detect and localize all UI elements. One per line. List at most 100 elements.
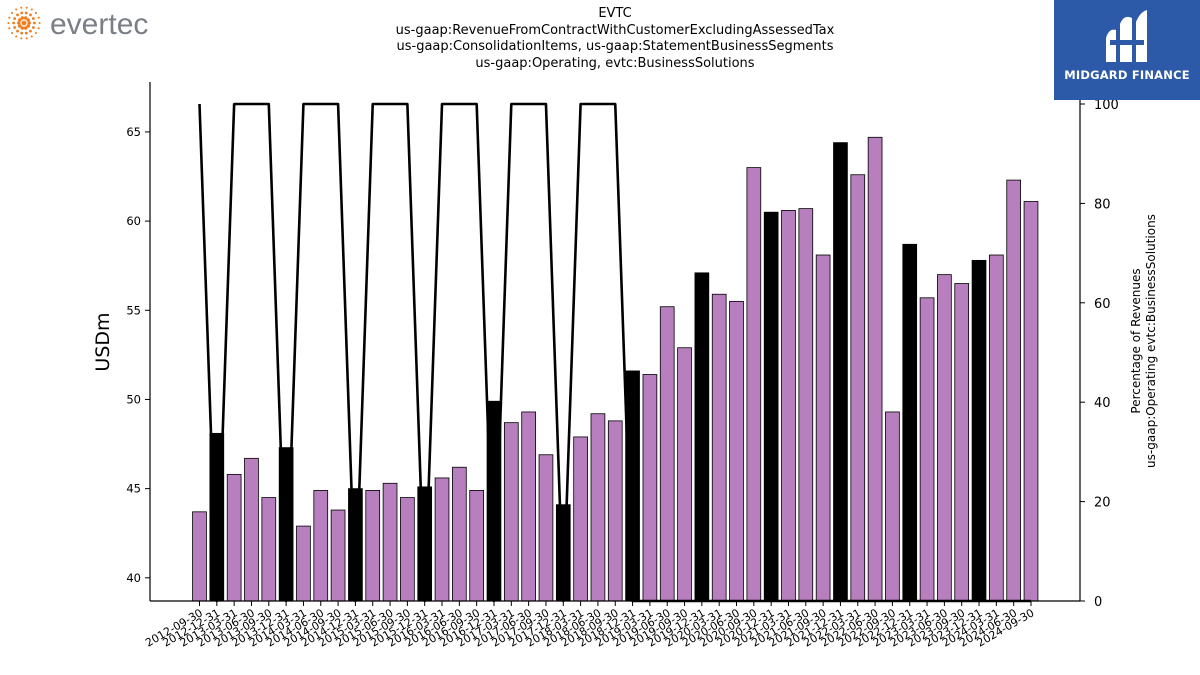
logo-dot: [37, 27, 40, 30]
logo-dot: [25, 37, 28, 40]
logo-dot: [11, 31, 14, 35]
evertec-logo-graphic: evertec: [7, 6, 148, 41]
bar-2022-03-31: [850, 174, 866, 602]
logo-dot: [31, 17, 35, 20]
chart-title-line-2: us-gaap:RevenueFromContractWithCustomerE…: [395, 22, 835, 38]
bar-2021-06-30: [798, 208, 814, 602]
bar-2014-06-30: [313, 490, 329, 602]
logo-dot: [34, 11, 37, 15]
bar-2020-06-30: [729, 300, 744, 602]
bar-2023-09-30: [954, 283, 970, 602]
bar-2016-09-30: [469, 490, 484, 602]
logo-dot: [20, 16, 25, 20]
logo-dot: [13, 17, 17, 20]
bar-2023-06-30: [937, 274, 952, 602]
y2-tick-label-20: 20: [1094, 496, 1111, 511]
bar-2024-03-31: [989, 254, 1004, 602]
logo-dot: [20, 37, 23, 40]
logo-dot: [25, 6, 28, 9]
logo-dot: [38, 21, 41, 25]
chart-title-line-4: us-gaap:Operating, evtc:BusinessSolution…: [475, 55, 755, 71]
logo-dot: [20, 26, 25, 30]
logo-dot: [29, 29, 32, 33]
logo-dot: [18, 18, 22, 22]
logo-dot: [30, 8, 33, 11]
logo-dot: [24, 11, 28, 15]
y2-tick-label-100: 100: [1094, 98, 1119, 113]
bar-2022-12-31: [902, 243, 918, 602]
bar-2023-12-31: [971, 259, 987, 602]
logo-dot: [31, 26, 35, 29]
y2-tick-label-40: 40: [1094, 396, 1111, 411]
logo-dot: [13, 26, 17, 29]
y-tick-label-50: 50: [126, 392, 141, 406]
bar-2024-06-30: [1006, 179, 1022, 602]
logo-dot: [8, 16, 11, 19]
logo-dot: [34, 31, 37, 35]
bar-2020-12-31: [763, 211, 779, 602]
bar-2018-06-30: [590, 413, 606, 602]
bar-2013-09-30: [261, 497, 277, 602]
bar-2018-09-30: [607, 420, 623, 602]
logo-dot: [30, 35, 33, 38]
logo-dot: [37, 16, 40, 19]
bar-2015-09-30: [400, 497, 415, 602]
logo-dot: [7, 21, 10, 25]
logo-dot-burst-icon: [7, 6, 41, 40]
y2-axis-label-line-2: us-gaap:Operating evtc:BusinessSolutions: [1144, 214, 1158, 468]
midgard-finance-logo: MIDGARD FINANCE: [1054, 0, 1200, 100]
bar-2017-09-30: [538, 454, 554, 602]
logo-dot: [20, 11, 24, 15]
logo-dot: [18, 24, 22, 28]
y2-tick-label-80: 80: [1094, 197, 1111, 212]
logo-dot: [11, 11, 14, 15]
chart-title-block: EVTC us-gaap:RevenueFromContractWithCust…: [300, 6, 930, 72]
logo-dot: [8, 27, 11, 30]
bar-2014-03-31: [296, 525, 311, 602]
chart-title-line-3: us-gaap:ConsolidationItems, us-gaap:Stat…: [396, 39, 834, 54]
bar-2019-12-31: [694, 272, 710, 602]
logo-dot: [29, 13, 32, 17]
logo-dot: [27, 21, 31, 25]
logo-dot: [20, 31, 24, 35]
bar-2019-09-30: [677, 347, 692, 602]
logo-dot: [26, 18, 30, 22]
y-tick-label-45: 45: [126, 482, 141, 496]
logo-dot: [17, 21, 21, 25]
midgard-finance-logo-text: MIDGARD FINANCE: [1064, 68, 1190, 82]
y-tick-label-55: 55: [126, 303, 141, 317]
logo-dot: [23, 16, 28, 20]
bar-2020-03-31: [711, 293, 727, 602]
bar-2015-03-31: [365, 490, 381, 602]
bar-2021-09-30: [815, 254, 831, 602]
evertec-logo: evertec: [4, 4, 189, 44]
bar-2019-03-31: [642, 374, 658, 602]
y2-tick-label-60: 60: [1094, 297, 1111, 312]
logo-dot: [12, 21, 16, 25]
bar-2014-09-30: [330, 509, 346, 602]
bar-2021-12-31: [833, 142, 848, 602]
logo-dot: [33, 21, 36, 25]
bar-2012-09-30: [192, 511, 207, 602]
y2-axis-label-line-1: Percentage of Revenues: [1129, 268, 1143, 413]
evertec-logo-text: evertec: [50, 8, 148, 41]
logo-dot: [15, 35, 18, 38]
bar-2018-03-31: [573, 436, 588, 602]
bar-2016-06-30: [452, 466, 467, 602]
bar-2017-06-30: [521, 411, 536, 602]
logo-dot: [15, 8, 18, 11]
bar-2022-06-30: [867, 136, 883, 602]
chart-title-line-1: EVTC: [598, 6, 632, 21]
bar-2013-03-31: [226, 473, 242, 602]
bar-2015-06-30: [382, 482, 398, 602]
bar-2019-06-30: [659, 306, 675, 602]
y-tick-label-60: 60: [126, 214, 141, 228]
bar-2024-09-30: [1023, 201, 1039, 602]
bar-2021-03-31: [781, 210, 796, 602]
logo-dot: [26, 24, 30, 28]
logo-dot: [24, 31, 28, 35]
bar-2017-03-31: [503, 422, 519, 602]
y-tick-label-40: 40: [126, 571, 141, 585]
y2-tick-label-0: 0: [1094, 595, 1102, 610]
